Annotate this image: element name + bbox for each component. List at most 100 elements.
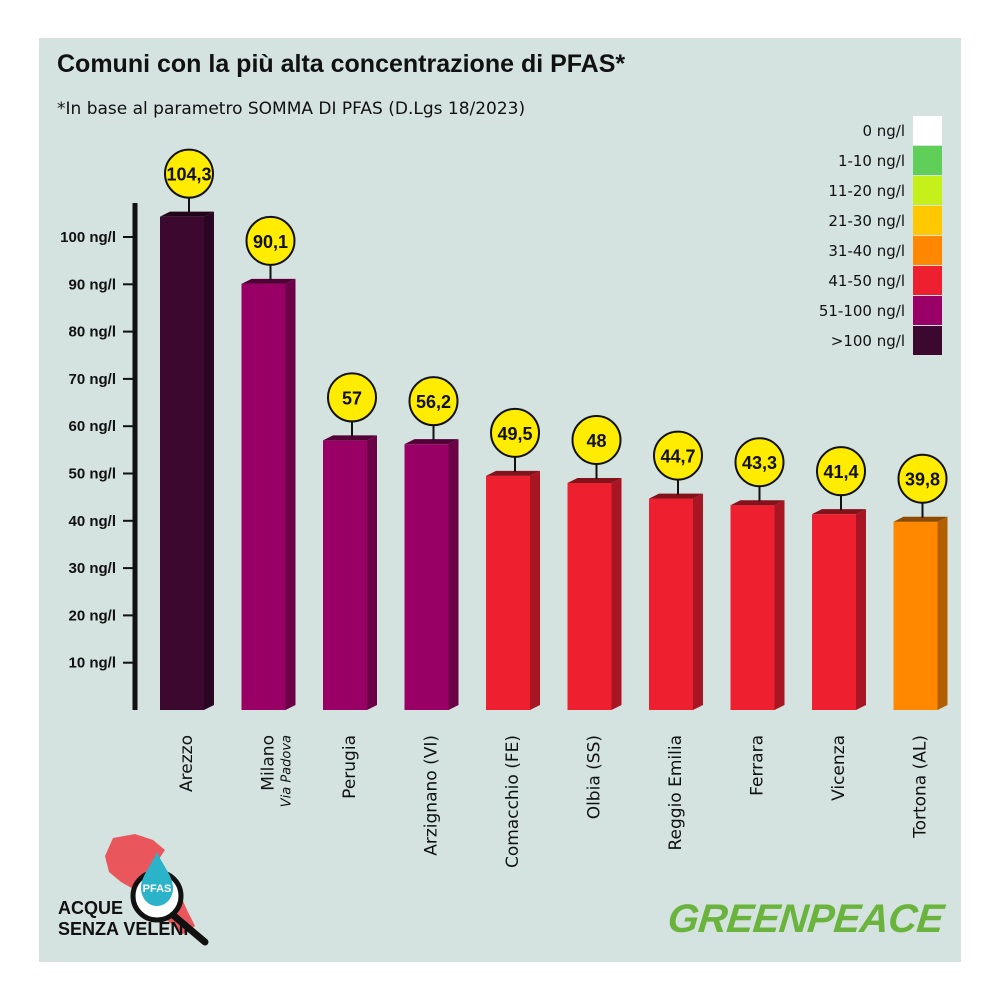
acque-senza-veleni-text: ACQUE SENZA VELENI [58, 898, 188, 940]
bar-front [486, 475, 530, 710]
legend-swatch-6 [913, 296, 942, 325]
logo-line-2: SENZA VELENI [58, 919, 189, 939]
value-bubble [245, 215, 296, 266]
bar-top [486, 470, 540, 476]
legend-swatch-0 [913, 116, 942, 145]
pfas-badge-text: PFAS [143, 883, 172, 895]
bar-5: 48 [567, 414, 622, 710]
greenpeace-logo: GREENPEACE [665, 897, 946, 941]
legend-label-2: 11-20 ng/l [828, 182, 905, 200]
value-bubble [327, 372, 377, 423]
category-label-9: Tortona (AL) [911, 735, 931, 839]
logo-line-1: ACQUE [58, 898, 124, 918]
legend-swatch-5 [913, 266, 942, 295]
bar-front [649, 498, 693, 710]
legend-label-3: 21-30 ng/l [828, 212, 905, 230]
legend-swatch-1 [913, 146, 942, 175]
legend: 0 ng/l 1-10 ng/l 11-20 ng/l 21-30 ng/l 31-40… [819, 116, 942, 355]
category-sublabel-1: Via Padova [280, 735, 295, 807]
bar-side [448, 439, 459, 710]
value-label: 57 [342, 388, 362, 408]
bar-top [404, 439, 459, 445]
category-label-0: Arezzo [177, 735, 197, 792]
value-label: 41,4 [823, 462, 858, 482]
bar-top [649, 493, 703, 499]
bar-top [567, 477, 622, 483]
bar-front [323, 440, 367, 710]
value-bubble [408, 376, 459, 427]
category-label-4: Comacchio (FE) [503, 735, 523, 868]
bar-front [241, 283, 286, 710]
category-label-3: Arzignano (VI) [422, 735, 442, 856]
bar-side [937, 516, 948, 710]
bar-8: 41,4 [812, 446, 866, 710]
y-tick-label: 90 ng/l [68, 276, 116, 293]
value-label: 104,3 [166, 165, 211, 185]
bar-top [323, 435, 377, 441]
y-tick-label: 50 ng/l [68, 466, 116, 483]
legend-label-0: 0 ng/l [862, 122, 905, 140]
bar-top [241, 278, 296, 284]
bar-0: 104,3 [160, 148, 214, 710]
bar-9: 39,8 [893, 453, 948, 710]
value-bubble [571, 414, 622, 465]
bar-top [812, 509, 866, 515]
value-label: 39,8 [905, 470, 940, 490]
bars: 104,3 90,1 57 56,2 49,5 48 44,7 43,3 41,4 39,8 [160, 148, 948, 710]
y-tick-label: 10 ng/l [68, 655, 116, 672]
value-label: 56,2 [416, 392, 451, 412]
category-labels: Arezzo Milano Via Padova Perugia Arzignano (… [177, 735, 931, 868]
bar-front [404, 444, 449, 710]
value-bubble [164, 148, 214, 199]
bar-6: 44,7 [649, 430, 703, 710]
bar-front [160, 216, 204, 710]
bar-side [774, 500, 785, 710]
bar-top [730, 500, 785, 506]
bar-3: 56,2 [404, 376, 459, 710]
acque-senza-veleni-logo: PFAS [105, 834, 209, 946]
chart-title: Comuni con la più alta concentrazione di… [57, 50, 626, 78]
bar-side [367, 435, 377, 710]
value-bubble [653, 430, 703, 481]
bar-4: 49,5 [486, 407, 540, 710]
value-label: 44,7 [660, 447, 695, 467]
bar-side [204, 211, 214, 710]
value-bubble [816, 446, 866, 497]
bar-2: 57 [323, 372, 377, 710]
bar-side [693, 493, 703, 710]
y-tick-label: 30 ng/l [68, 560, 116, 577]
y-tick-label: 100 ng/l [60, 229, 116, 246]
legend-swatch-2 [913, 176, 942, 205]
y-axis: 10 ng/l 20 ng/l 30 ng/l 40 ng/l 50 ng/l 60 ng… [60, 203, 138, 710]
value-label: 49,5 [497, 424, 532, 444]
bar-front [567, 482, 612, 710]
bar-side [285, 278, 296, 710]
legend-label-5: 41-50 ng/l [828, 272, 905, 290]
value-bubble [490, 407, 540, 458]
bar-7: 43,3 [730, 437, 785, 710]
category-label-6: Reggio Emilia [666, 735, 686, 851]
bar-side [530, 470, 540, 710]
legend-label-1: 1-10 ng/l [838, 152, 905, 170]
bar-top [160, 211, 214, 217]
category-label-7: Ferrara [748, 735, 768, 796]
category-label-1: Milano [259, 735, 279, 791]
y-tick-label: 70 ng/l [68, 371, 116, 388]
value-bubble [897, 453, 948, 504]
bar-side [856, 509, 866, 710]
bar-top [893, 516, 948, 522]
legend-swatch-3 [913, 206, 942, 235]
category-label-8: Vicenza [829, 735, 849, 801]
legend-swatch-4 [913, 236, 942, 265]
bar-front [893, 521, 938, 710]
bar-side [611, 477, 622, 710]
value-label: 48 [586, 431, 606, 451]
legend-label-4: 31-40 ng/l [828, 242, 905, 260]
chart-subtitle: *In base al parametro SOMMA DI PFAS (D.L… [57, 99, 526, 119]
y-tick-label: 60 ng/l [68, 418, 116, 435]
legend-label-6: 51-100 ng/l [819, 302, 905, 320]
value-label: 43,3 [742, 453, 777, 473]
y-tick-label: 40 ng/l [68, 513, 116, 530]
category-label-2: Perugia [340, 735, 360, 799]
